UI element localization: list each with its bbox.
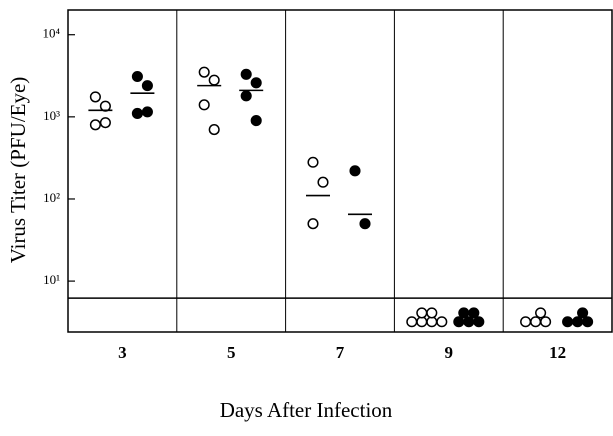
x-tick-label: 12 (549, 343, 566, 362)
filled-dot (453, 316, 465, 328)
filled-dot (463, 316, 475, 328)
filled-dot (458, 307, 470, 319)
open-dot (535, 307, 547, 319)
x-tick-label: 3 (118, 343, 127, 362)
y-tick-label: 10⁴ (42, 26, 60, 41)
filled-dot (240, 90, 252, 102)
open-dot (416, 307, 428, 319)
y-axis-label: Virus Titer (PFU/Eye) (6, 77, 30, 264)
filled-dot (349, 165, 361, 177)
open-dot (520, 316, 532, 328)
open-dot (198, 99, 210, 111)
filled-dot (359, 218, 371, 230)
open-dot (99, 100, 111, 112)
filled-dot (473, 316, 485, 328)
open-dot (208, 74, 220, 86)
open-dot (307, 156, 319, 168)
y-tick-label: 10² (43, 190, 60, 205)
filled-dot (582, 316, 594, 328)
open-dot (89, 91, 101, 103)
open-dot (198, 66, 210, 78)
x-axis-label: Days After Infection (220, 398, 393, 422)
open-dot (540, 316, 552, 328)
open-dot (89, 119, 101, 131)
open-dot (530, 316, 542, 328)
open-dot (208, 124, 220, 136)
x-tick-label: 9 (445, 343, 454, 362)
filled-dot (250, 115, 262, 127)
filled-dot (572, 316, 584, 328)
filled-dot (131, 107, 143, 119)
open-dot (307, 218, 319, 230)
open-dot (317, 176, 329, 188)
filled-dot (240, 68, 252, 80)
filled-dot (577, 307, 589, 319)
open-dot (406, 316, 418, 328)
open-dot (426, 307, 438, 319)
filled-dot (250, 77, 262, 89)
x-tick-label: 7 (336, 343, 345, 362)
filled-dot (562, 316, 574, 328)
filled-dot (468, 307, 480, 319)
x-tick-label: 5 (227, 343, 236, 362)
filled-dot (141, 106, 153, 118)
filled-dot (141, 80, 153, 92)
open-dot (436, 316, 448, 328)
open-dot (99, 117, 111, 129)
y-tick-label: 10³ (43, 108, 60, 123)
plot-frame (67, 9, 613, 333)
y-tick-label: 10¹ (43, 272, 60, 287)
filled-dot (131, 70, 143, 83)
